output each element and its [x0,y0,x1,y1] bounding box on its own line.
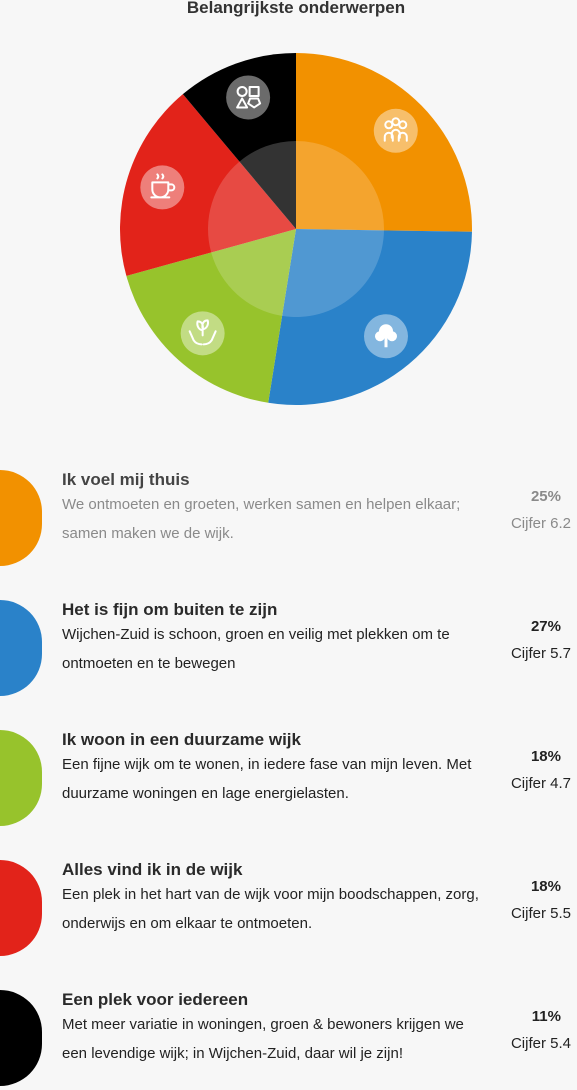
topic-color-marker [0,600,42,696]
chart-title: Belangrijkste onderwerpen [186,0,406,17]
pie-slice-ik-voel-mij-thuis[interactable] [296,53,472,232]
pie-inner-slice [207,161,296,253]
pie-inner-slice [296,141,385,231]
pie-slice-ik-woon-in-een-duurzame-wijk[interactable] [126,229,297,403]
tree-icon[interactable] [363,314,408,359]
topic-color-marker [0,860,42,956]
topic-score: Cijfer 5.5 [510,905,571,922]
topic-score: Cijfer 4.7 [510,775,571,792]
topic-description: Met meer variatie in woningen, groen & b… [62,1016,464,1062]
topic-title: Ik voel mij thuis [62,470,190,489]
topic-color-marker [0,470,42,566]
topic-alles-in-wijk[interactable]: Alles vind ik in de wijk Een plek in het… [0,860,577,960]
topic-title: Alles vind ik in de wijk [62,860,243,879]
topic-percent: 27% [530,618,561,635]
topic-buiten[interactable]: Het is fijn om buiten te zijn Wijchen-Zu… [0,600,577,700]
pie-slice-alles-vind-ik-in-de-wijk[interactable] [120,94,297,276]
topic-description: Een fijne wijk om te wonen, in iedere fa… [62,756,472,802]
pie-chart[interactable] [0,0,577,420]
topic-color-marker [0,990,42,1086]
pie-inner-slice [239,141,296,229]
topic-score: Cijfer 6.2 [510,515,571,532]
topic-duurzaam[interactable]: Ik woon in een duurzame wijk Een fijne w… [0,730,577,830]
topic-description: Een plek in het hart van de wijk voor mi… [62,886,479,932]
people-group-icon[interactable] [373,108,418,153]
topic-color-marker [0,730,42,826]
pie-inner-slice [211,229,296,316]
hands-plant-icon[interactable] [180,311,225,356]
topic-percent: 18% [530,748,561,765]
topic-iedereen[interactable]: Een plek voor iedereen Met meer variatie… [0,990,577,1090]
topic-percent: 11% [531,1008,561,1025]
topic-score: Cijfer 5.7 [510,645,571,662]
pie-slice-een-plek-voor-iedereen[interactable] [182,53,296,229]
topic-score: Cijfer 5.4 [510,1035,571,1052]
topic-description: Wijchen-Zuid is schoon, groen en veilig … [62,626,450,672]
topic-thuis[interactable]: Ik voel mij thuis We ontmoeten en groete… [0,470,577,570]
topic-percent: 18% [530,878,561,895]
pie-slice-het-is-fijn-om-buiten-te-zijn[interactable] [268,229,472,406]
shapes-icon[interactable] [226,75,271,120]
coffee-cup-icon[interactable] [140,165,185,210]
topic-title: Een plek voor iedereen [62,990,249,1009]
topic-title: Het is fijn om buiten te zijn [62,600,278,619]
topic-title: Ik woon in een duurzame wijk [62,730,301,749]
pie-inner-slice [282,229,384,317]
topic-percent: 25% [530,488,561,505]
topic-description: We ontmoeten en groeten, werken samen en… [62,496,461,542]
